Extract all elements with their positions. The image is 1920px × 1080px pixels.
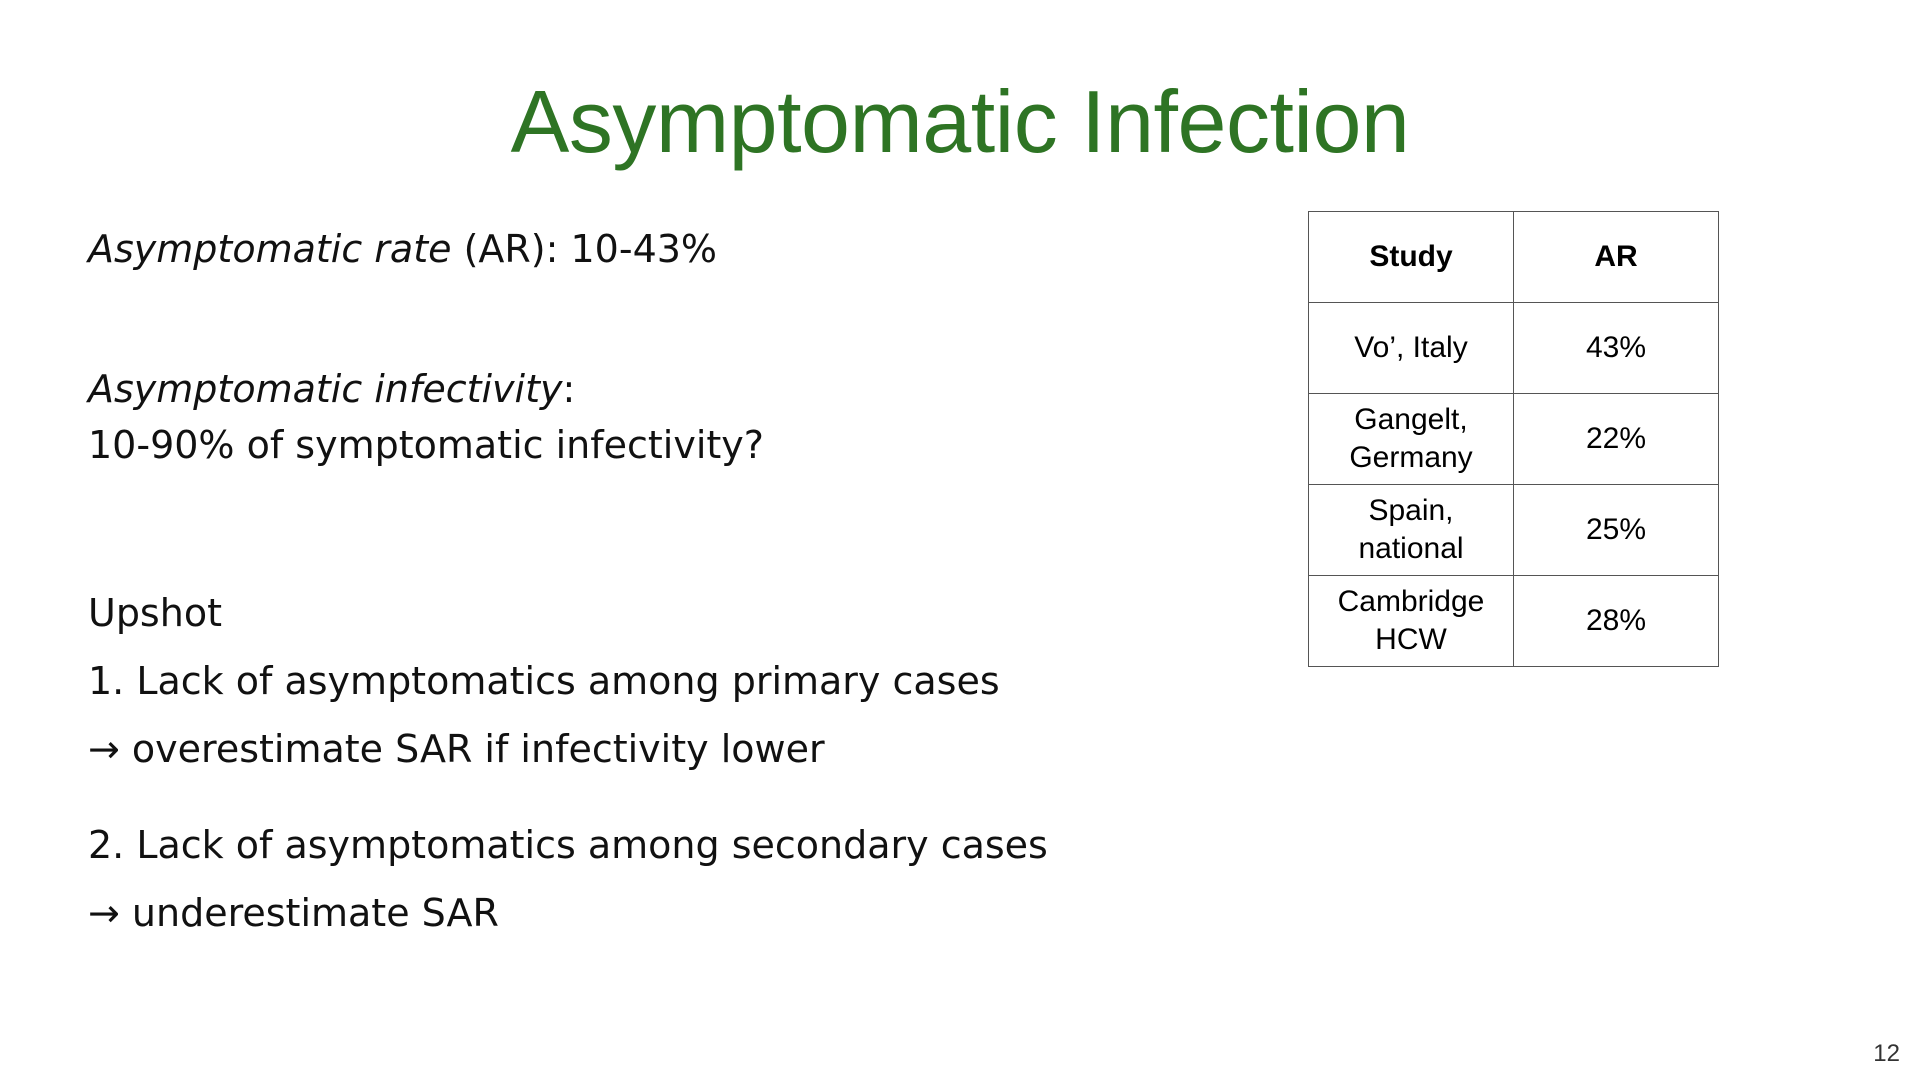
upshot-point-1: 1. Lack of asymptomatics among primary c… xyxy=(88,659,1000,703)
table-header-study: Study xyxy=(1308,211,1514,303)
asymptomatic-infectivity-line: Asymptomatic infectivity: xyxy=(88,366,575,412)
table-cell-ar: 43% xyxy=(1513,302,1719,394)
asymptomatic-rate-label: Asymptomatic rate xyxy=(88,227,452,271)
table-row: Cambridge HCW 28% xyxy=(1308,575,1719,667)
table-cell-ar: 22% xyxy=(1513,393,1719,485)
table-row: Gangelt, Germany 22% xyxy=(1308,393,1719,485)
upshot-heading: Upshot xyxy=(88,591,222,635)
page-number: 12 xyxy=(1873,1040,1900,1067)
asymptomatic-infectivity-value: 10-90% of symptomatic infectivity? xyxy=(88,423,764,467)
upshot-point-1-result: → overestimate SAR if infectivity lower xyxy=(88,727,825,771)
table-row: Spain, national 25% xyxy=(1308,484,1719,576)
table-cell-ar: 25% xyxy=(1513,484,1719,576)
table-row: Vo’, Italy 43% xyxy=(1308,302,1719,394)
table-header-ar: AR xyxy=(1513,211,1719,303)
table-cell-study: Cambridge HCW xyxy=(1308,575,1514,667)
table-cell-study: Spain, national xyxy=(1308,484,1514,576)
asymptomatic-rate-value: (AR): 10-43% xyxy=(451,227,718,271)
table-cell-study: Gangelt, Germany xyxy=(1308,393,1514,485)
asymptomatic-infectivity-label: Asymptomatic infectivity xyxy=(88,367,563,411)
table-header-row: Study AR xyxy=(1308,211,1719,303)
table-cell-study: Vo’, Italy xyxy=(1308,302,1514,394)
asymptomatic-rate-line: Asymptomatic rate (AR): 10-43% xyxy=(88,226,717,272)
slide-title: Asymptomatic Infection xyxy=(510,72,1410,171)
table-cell-ar: 28% xyxy=(1513,575,1719,667)
upshot-point-2-result: → underestimate SAR xyxy=(88,891,499,935)
ar-table: Study AR Vo’, Italy 43% Gangelt, Germany… xyxy=(1308,211,1719,667)
asymptomatic-infectivity-colon: : xyxy=(562,367,576,411)
upshot-point-2: 2. Lack of asymptomatics among secondary… xyxy=(88,823,1048,867)
